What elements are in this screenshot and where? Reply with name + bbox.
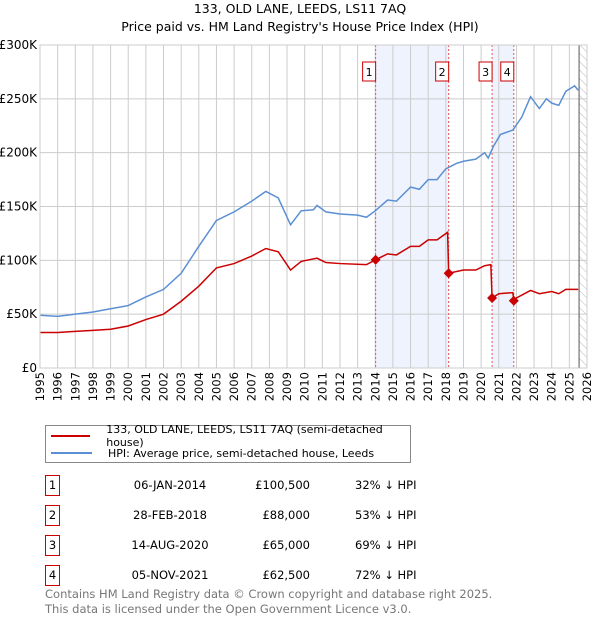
- x-tick-label: 1999: [104, 372, 118, 401]
- sale-marker-box: [500, 61, 515, 82]
- y-tick-label: £100K: [0, 253, 38, 267]
- sale-price: £65,000: [262, 538, 310, 552]
- x-tick-label: 2005: [209, 372, 223, 401]
- x-tick-label: 1995: [33, 372, 47, 401]
- y-tick-label: £50K: [6, 307, 38, 321]
- x-tick-label: 2009: [280, 372, 294, 401]
- x-tick-label: 2017: [421, 372, 435, 401]
- x-tick-label: 2000: [121, 372, 135, 401]
- x-tick-label: 2024: [545, 372, 559, 401]
- x-tick-label: 2004: [192, 372, 206, 401]
- sale-hpi-diff: 53% ↓ HPI: [355, 508, 417, 522]
- hpi-line: [39, 84, 579, 318]
- chart-subtitle: Price paid vs. HM Land Registry's House …: [121, 19, 479, 34]
- sale-hpi-diff: 32% ↓ HPI: [355, 478, 417, 492]
- x-tick-label: 1998: [86, 372, 100, 401]
- x-tick-label: 2008: [262, 372, 276, 401]
- x-tick-label: 2015: [386, 372, 400, 401]
- chart-title: 133, OLD LANE, LEEDS, LS11 7AQ: [193, 1, 407, 16]
- sale-point: [370, 254, 381, 265]
- x-tick-label: 2022: [509, 372, 523, 401]
- legend-item-property: 133, OLD LANE, LEEDS, LS11 7AQ (semi-det…: [46, 423, 410, 449]
- sale-hpi-diff: 72% ↓ HPI: [355, 568, 417, 582]
- x-tick-label: 2026: [580, 372, 594, 401]
- sale-point: [487, 293, 498, 304]
- x-tick-label: 2012: [333, 372, 347, 401]
- sale-date: 06-JAN-2014: [133, 478, 207, 492]
- x-tick-label: 2007: [245, 372, 259, 401]
- y-tick-label: £150K: [0, 200, 38, 214]
- footer-licence: This data is licensed under the Open Gov…: [45, 602, 412, 616]
- y-tick-label: £300K: [0, 38, 38, 52]
- y-tick-label: £250K: [0, 92, 38, 106]
- sale-point: [443, 268, 454, 279]
- x-tick-label: 1996: [51, 372, 65, 401]
- sale-marker-badge: 4: [45, 565, 60, 586]
- sale-marker-box: [362, 61, 377, 82]
- sale-row: 3 14-AUG-2020 £65,000 69% ↓ HPI: [45, 535, 445, 556]
- x-tick-label: 2014: [368, 372, 382, 401]
- legend-item-hpi: HPI: Average price, semi-detached house,…: [46, 445, 374, 461]
- sale-date: 14-AUG-2020: [131, 538, 209, 552]
- sale-price: £100,500: [255, 478, 310, 492]
- sale-row: 1 06-JAN-2014 £100,500 32% ↓ HPI: [45, 475, 445, 496]
- x-tick-label: 2016: [404, 372, 418, 401]
- sale-marker-label: 4: [504, 66, 511, 79]
- x-tick-label: 2020: [474, 372, 488, 401]
- sale-price: £62,500: [262, 568, 310, 582]
- x-tick-label: 2001: [139, 372, 153, 401]
- y-tick-label: £0: [22, 361, 37, 375]
- sale-marker-badge: 1: [45, 475, 60, 496]
- x-tick-label: 2006: [227, 372, 241, 401]
- sale-marker-label: 3: [482, 66, 489, 79]
- x-tick-label: 1997: [68, 372, 82, 401]
- x-tick-label: 2011: [315, 372, 329, 401]
- legend-swatch-red: [51, 435, 91, 437]
- legend-label: 133, OLD LANE, LEEDS, LS11 7AQ (semi-det…: [106, 423, 383, 449]
- sale-marker-box: [478, 61, 493, 82]
- footer-copyright: Contains HM Land Registry data © Crown c…: [45, 587, 493, 601]
- sale-row: 4 05-NOV-2021 £62,500 72% ↓ HPI: [45, 565, 445, 586]
- sale-marker-box: [435, 61, 450, 82]
- plot-border: [39, 44, 588, 369]
- legend: 133, OLD LANE, LEEDS, LS11 7AQ (semi-det…: [45, 423, 411, 463]
- sale-date: 05-NOV-2021: [131, 568, 209, 582]
- x-tick-label: 2018: [439, 372, 453, 401]
- x-tick-label: 2003: [174, 372, 188, 401]
- legend-swatch-blue: [51, 452, 92, 454]
- y-tick-label: £200K: [0, 146, 38, 160]
- sale-hpi-diff: 69% ↓ HPI: [355, 538, 417, 552]
- sale-date: 28-FEB-2018: [133, 508, 207, 522]
- sale-marker-badge: 3: [45, 535, 60, 556]
- x-tick-label: 2019: [456, 372, 470, 401]
- sale-marker-label: 2: [439, 66, 446, 79]
- sale-point: [508, 295, 519, 306]
- sale-marker-badge: 2: [45, 505, 60, 526]
- sale-marker-label: 1: [366, 66, 373, 79]
- sale-row: 2 28-FEB-2018 £88,000 53% ↓ HPI: [45, 505, 445, 526]
- plot-area: 1995 1996 1997 1998 1999 2000 2001 2002 2003 2004…: [0, 38, 594, 401]
- x-tick-label: 2025: [562, 372, 576, 401]
- x-tick-label: 2002: [157, 372, 171, 401]
- legend-label: HPI: Average price, semi-detached house,…: [108, 446, 375, 460]
- sale-price: £88,000: [262, 508, 310, 522]
- x-tick-label: 2013: [351, 372, 365, 401]
- x-tick-label: 2021: [492, 372, 506, 401]
- x-tick-label: 2023: [527, 372, 541, 401]
- x-tick-label: 2010: [298, 372, 312, 401]
